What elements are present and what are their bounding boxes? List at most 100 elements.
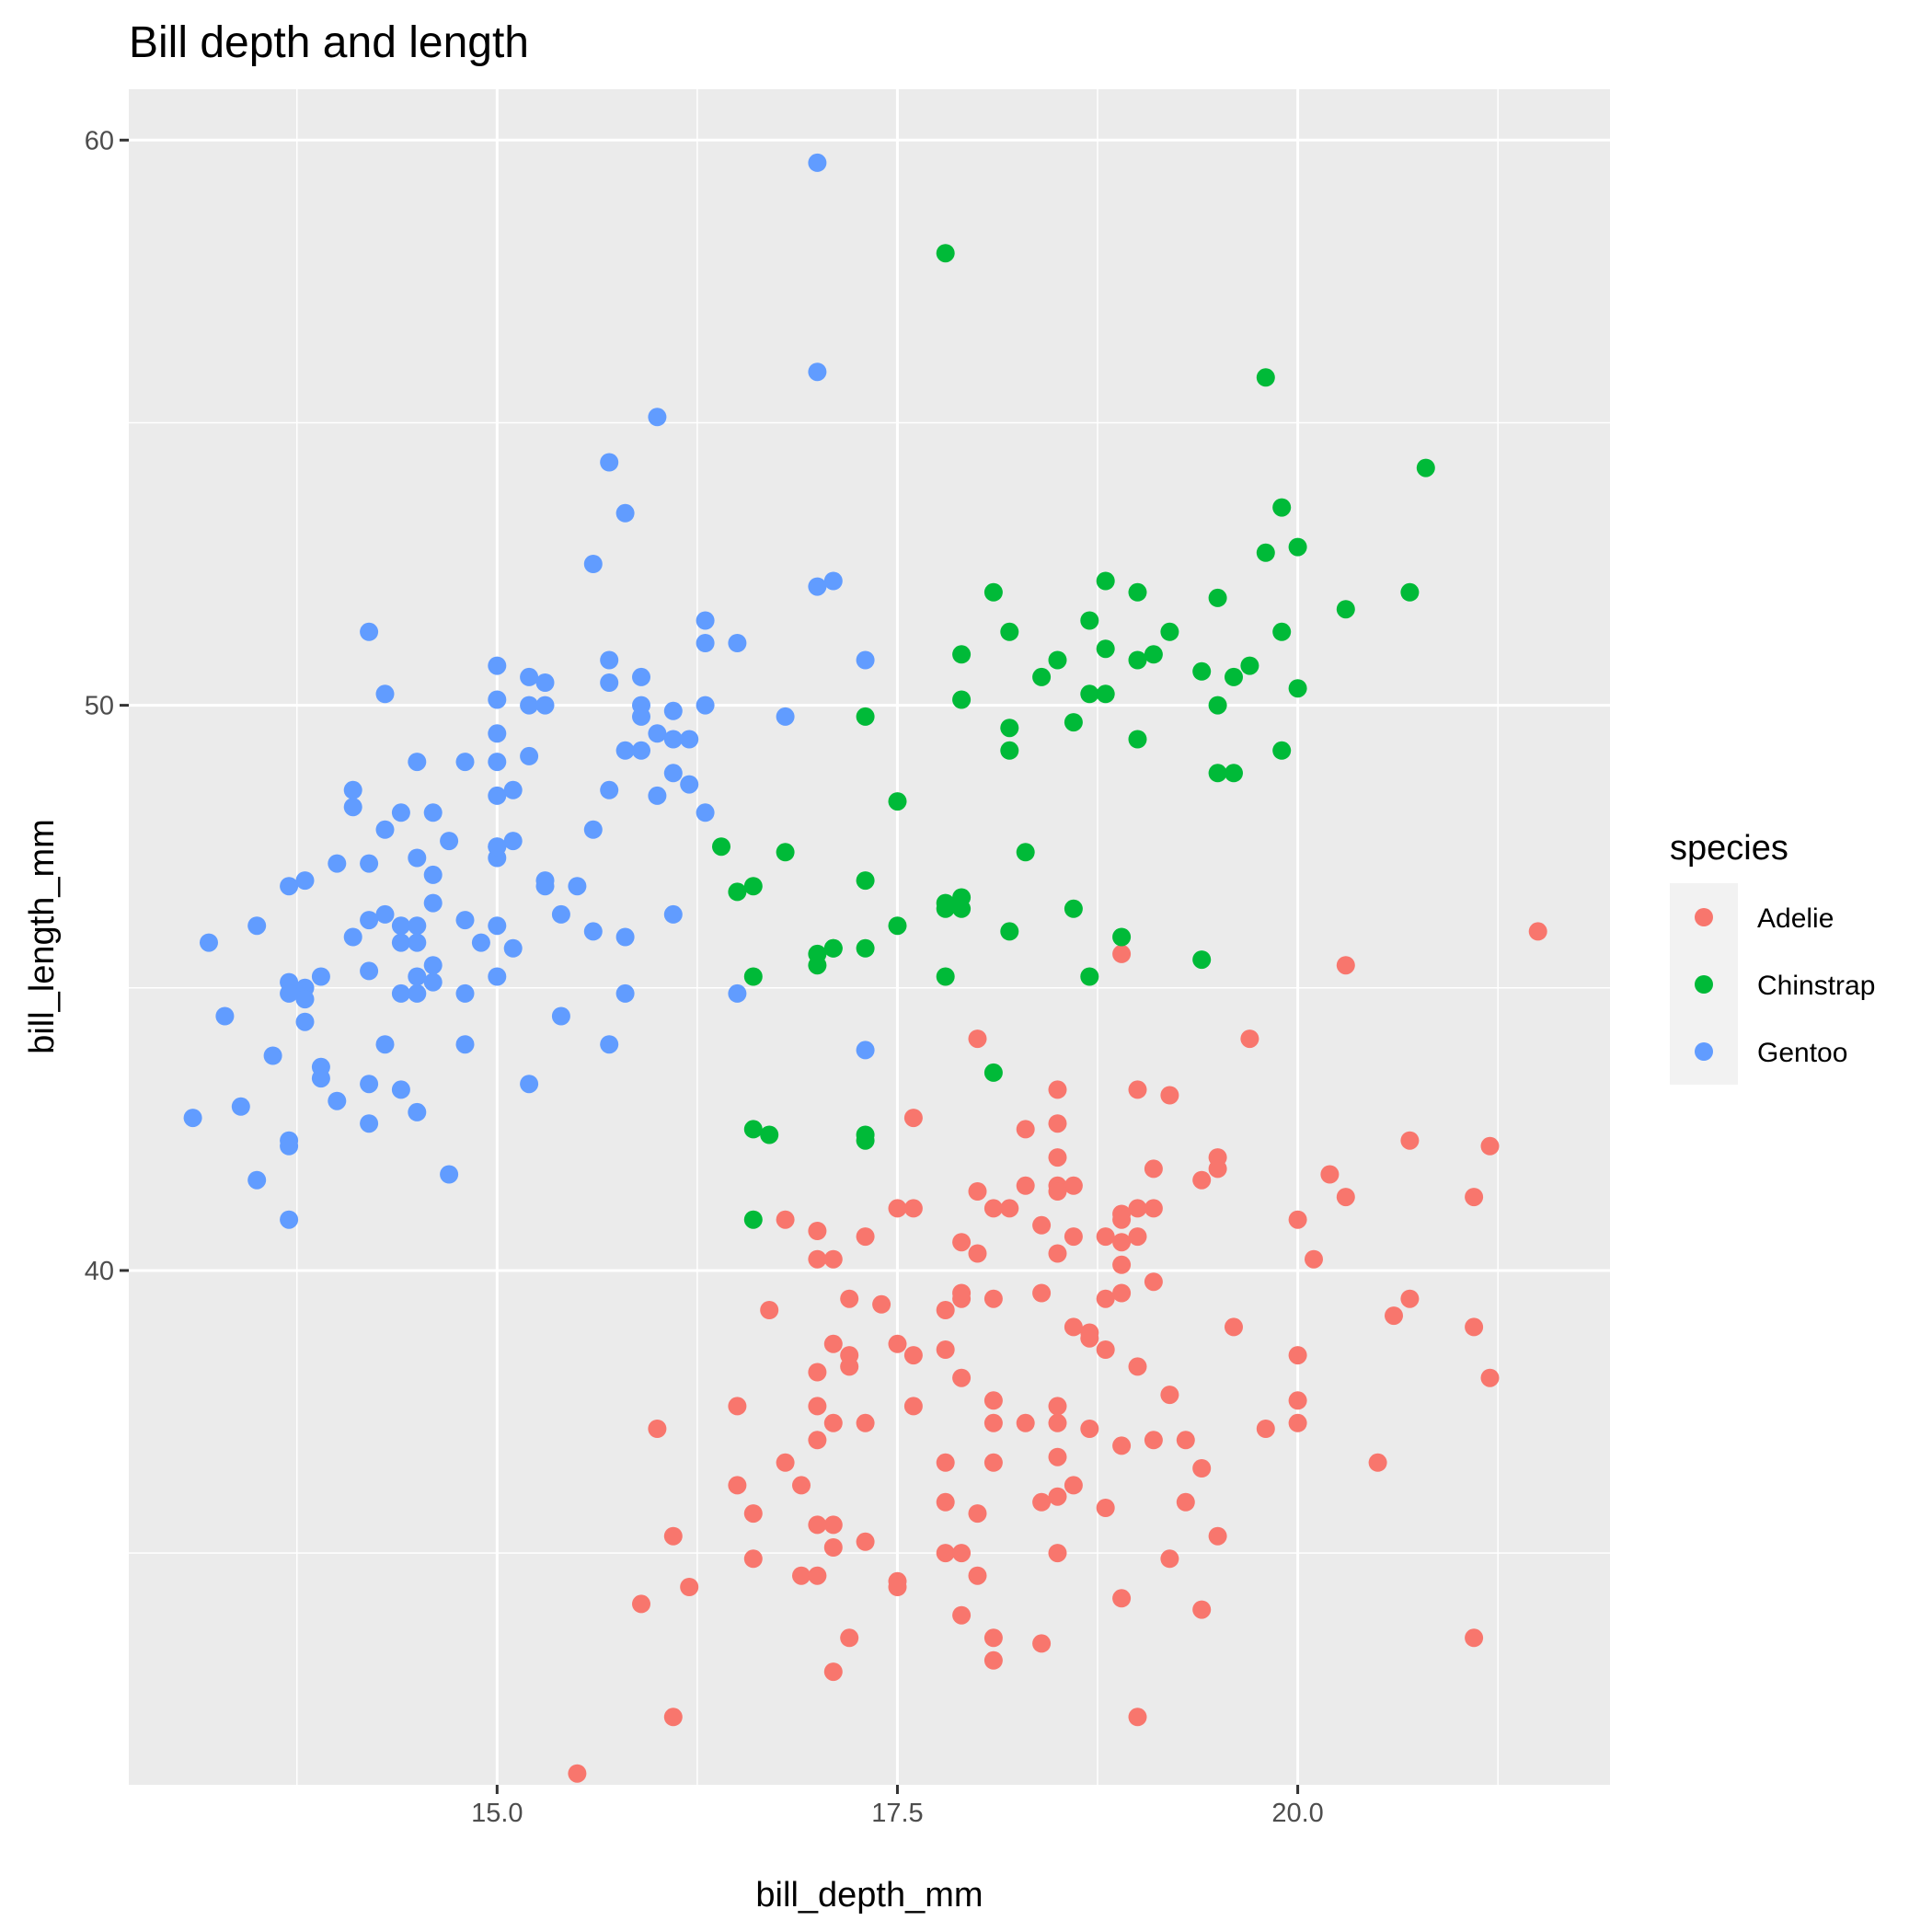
point-gentoo [696,696,715,715]
point-gentoo [280,983,299,1003]
point-adelie [1032,1283,1052,1303]
y-axis: 40 50 60 [85,126,129,1286]
point-adelie [680,1578,699,1596]
point-adelie [1192,1600,1212,1619]
point-gentoo [408,753,427,772]
point-chinstrap [1256,543,1275,562]
y-tick-label: 40 [85,1257,114,1286]
point-gentoo [648,786,667,805]
point-gentoo [408,916,427,936]
point-adelie [1144,1159,1163,1179]
point-chinstrap [856,707,875,726]
point-gentoo [615,741,635,760]
point-gentoo [200,933,218,952]
point-gentoo [391,916,410,936]
point-adelie [1192,1170,1212,1190]
point-chinstrap [1128,582,1147,602]
point-adelie [952,1289,972,1308]
point-adelie [952,1605,972,1625]
point-gentoo [408,983,427,1003]
legend: species Adelie Chinstrap Gentoo [1670,829,1875,1085]
point-gentoo [600,453,619,472]
point-adelie [1144,1199,1163,1218]
point-adelie [808,1249,827,1269]
point-gentoo [280,877,299,896]
point-gentoo [663,701,683,720]
point-adelie [1400,1289,1420,1308]
point-adelie [1096,1289,1115,1308]
point-adelie [1336,956,1355,975]
point-chinstrap [1112,927,1132,947]
point-chinstrap [1128,650,1147,670]
point-adelie [1064,1227,1083,1247]
point-adelie [1048,1114,1067,1133]
point-gentoo [535,673,555,692]
point-adelie [823,1515,843,1535]
point-adelie [983,1628,1003,1648]
point-gentoo [360,622,379,641]
point-chinstrap [1240,656,1259,675]
point-adelie [1465,1188,1484,1207]
point-adelie [808,1222,827,1240]
point-chinstrap [1096,684,1115,704]
point-adelie [983,1199,1003,1218]
point-gentoo [408,933,427,952]
point-gentoo [600,673,619,692]
point-adelie [888,1199,907,1218]
point-adelie [1032,1215,1052,1235]
data-points [183,153,1547,1783]
point-adelie [903,1109,923,1128]
point-adelie [1192,1459,1212,1478]
point-adelie [1465,1317,1484,1337]
point-chinstrap [743,967,763,986]
point-gentoo [503,832,523,851]
point-adelie [1160,1086,1179,1105]
point-gentoo [488,753,507,772]
point-chinstrap [888,916,907,936]
point-gentoo [440,1165,459,1184]
legend-label-adelie: Adelie [1757,903,1834,934]
point-adelie [856,1413,875,1432]
point-chinstrap [1032,667,1052,686]
point-gentoo [615,983,635,1003]
point-adelie [1080,1323,1099,1342]
point-gentoo [231,1097,250,1116]
point-gentoo [455,911,475,930]
point-gentoo [488,916,507,936]
point-adelie [568,1764,587,1783]
point-gentoo [360,911,379,930]
point-gentoo [535,877,555,896]
point-gentoo [471,933,490,952]
point-chinstrap [808,956,827,975]
point-gentoo [328,854,347,873]
point-adelie [936,1301,955,1319]
point-gentoo [696,634,715,652]
point-adelie [823,1249,843,1269]
point-adelie [903,1346,923,1365]
point-gentoo [583,555,603,573]
point-adelie [743,1549,763,1569]
point-chinstrap [1096,639,1115,659]
point-chinstrap [776,843,795,862]
point-chinstrap [1208,588,1227,607]
point-adelie [1144,1272,1163,1292]
point-chinstrap [856,871,875,891]
point-gentoo [663,730,683,749]
point-adelie [632,1594,650,1614]
point-gentoo [295,1012,315,1031]
point-adelie [968,1182,987,1201]
point-adelie [903,1397,923,1416]
point-gentoo [391,983,410,1003]
point-adelie [1048,1447,1067,1466]
point-gentoo [583,820,603,839]
point-chinstrap [1000,741,1019,760]
point-gentoo [375,820,395,839]
point-gentoo [600,780,619,799]
point-adelie [888,1578,907,1596]
point-adelie [968,1504,987,1524]
point-adelie [1128,1199,1147,1218]
point-chinstrap [1128,730,1147,749]
point-adelie [1016,1176,1035,1195]
point-adelie [823,1334,843,1353]
point-chinstrap [1096,571,1115,591]
